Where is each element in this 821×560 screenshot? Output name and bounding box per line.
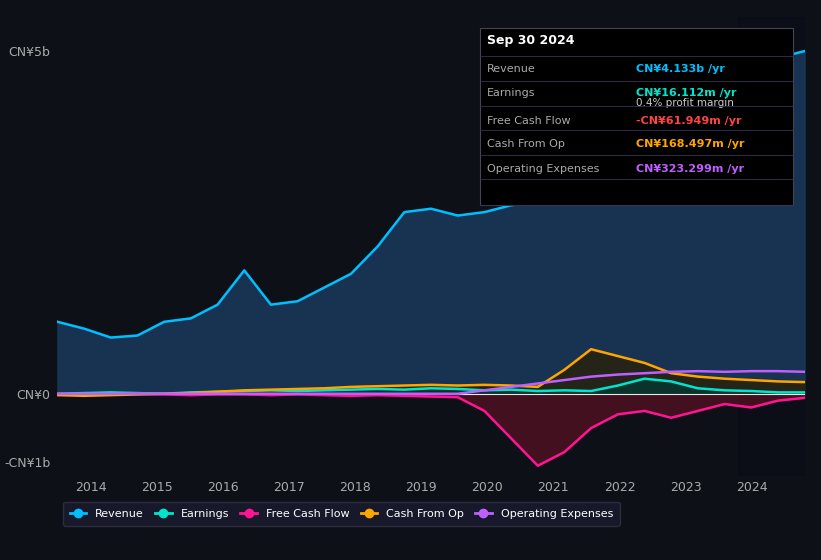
Text: -CN¥61.949m /yr: -CN¥61.949m /yr [636,115,742,125]
Text: CN¥16.112m /yr: CN¥16.112m /yr [636,88,737,98]
Text: CN¥323.299m /yr: CN¥323.299m /yr [636,164,745,174]
Text: CN¥4.133b /yr: CN¥4.133b /yr [636,64,726,74]
FancyBboxPatch shape [479,29,793,205]
Text: Earnings: Earnings [487,88,535,98]
Text: CN¥168.497m /yr: CN¥168.497m /yr [636,139,745,150]
Bar [738,17,805,476]
Text: Cash From Op: Cash From Op [487,139,565,150]
Text: 0.4% profit margin: 0.4% profit margin [636,98,734,108]
Text: Sep 30 2024: Sep 30 2024 [487,34,575,47]
Text: Revenue: Revenue [487,64,536,74]
Text: Operating Expenses: Operating Expenses [487,164,599,174]
Text: Free Cash Flow: Free Cash Flow [487,115,571,125]
Legend: Revenue, Earnings, Free Cash Flow, Cash From Op, Operating Expenses: Revenue, Earnings, Free Cash Flow, Cash … [63,502,620,525]
